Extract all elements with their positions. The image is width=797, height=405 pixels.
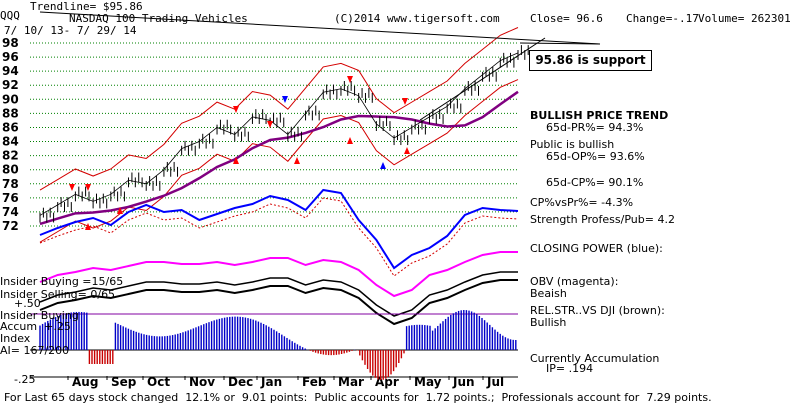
public-bullish-label: Public is bullish	[530, 138, 615, 151]
ai-value: AI= 167/200	[0, 344, 70, 357]
y-tick-label: 80	[2, 163, 19, 177]
y-tick-label: 76	[2, 191, 19, 205]
down-arrow-icon	[402, 98, 408, 105]
obv-state: Beaish	[530, 287, 567, 300]
cp-vs-pr: CP%vsPr%= -4.3%	[530, 196, 634, 209]
copyright-label: (C)2014 www.tigersoft.com	[334, 12, 500, 25]
trendline-label: Trendline= $95.86	[30, 0, 143, 13]
ip-value: IP= .194	[546, 362, 594, 375]
index-label: Index	[0, 332, 31, 345]
up-arrow-icon	[294, 157, 300, 164]
op-percent: 65d-OP%= 93.6%	[546, 150, 645, 163]
obv-price-line	[39, 271, 518, 317]
y-tick-label: 78	[2, 177, 19, 191]
y-tick-label: 92	[2, 78, 19, 92]
y-tick-label: 72	[2, 219, 19, 233]
down-arrow-icon	[85, 184, 91, 191]
trendline-support	[419, 37, 546, 121]
y-tick-label: 88	[2, 106, 19, 120]
obv-line	[39, 251, 518, 298]
up-arrow-icon	[85, 223, 91, 230]
down-arrow-icon	[282, 96, 288, 103]
footer-summary: For Last 65 days stock changed 12.1% or …	[4, 391, 712, 404]
accum-minus25: -.25	[14, 373, 36, 386]
month-label: Sep	[111, 375, 137, 389]
price-line	[39, 52, 519, 216]
relstr-line	[39, 279, 518, 326]
down-arrow-icon	[267, 121, 273, 128]
change-value: Change=-.17	[626, 12, 699, 25]
up-arrow-icon	[117, 207, 123, 214]
relstr-state: Bullish	[530, 316, 567, 329]
close-value: Close= 96.6	[530, 12, 603, 25]
month-label: Dec	[228, 375, 253, 389]
closing-power-ma	[39, 197, 519, 277]
closing-power-line	[39, 188, 519, 270]
closing-power-label: CLOSING POWER (blue):	[530, 242, 663, 255]
month-label: Aug	[72, 375, 98, 389]
symbol-label: QQQ	[0, 9, 20, 22]
moving-average-line	[39, 90, 519, 226]
relstr-label: REL.STR..VS DJI (brown):	[530, 304, 665, 317]
up-arrow-icon	[404, 147, 410, 154]
up-arrow-icon	[233, 157, 239, 164]
y-tick-label: 84	[2, 135, 19, 149]
month-label: Jul	[486, 375, 504, 389]
cp-percent: 65d-CP%= 90.1%	[546, 176, 644, 189]
month-label: Jan	[260, 375, 282, 389]
y-tick-label: 96	[2, 50, 19, 64]
obv-label: OBV (magenta):	[530, 275, 619, 288]
month-label: Nov	[189, 375, 215, 389]
y-tick-label: 98	[2, 36, 19, 50]
down-arrow-icon	[69, 184, 75, 191]
accumulation-state: Currently Accumulation	[530, 352, 660, 365]
bullish-trend-label: BULLISH PRICE TREND	[530, 109, 669, 122]
down-arrow-icon	[233, 106, 239, 113]
insider-buying-label-2: Insider Buying	[0, 309, 79, 322]
lower-band	[39, 79, 519, 243]
month-label: Feb	[302, 375, 327, 389]
month-label: Jun	[452, 375, 475, 389]
month-label: May	[414, 375, 442, 389]
date-range: 7/ 10/ 13- 7/ 29/ 14	[4, 24, 137, 37]
y-tick-label: 82	[2, 149, 19, 163]
upper-band	[39, 27, 519, 191]
support-callout: 95.86 is support	[529, 50, 652, 71]
y-tick-label: 90	[2, 92, 19, 106]
y-tick-label: 94	[2, 64, 19, 78]
volume-value: Volume= 262301	[698, 12, 791, 25]
accum-plus50: +.50	[14, 297, 41, 310]
pr-percent: 65d-PR%= 94.3%	[546, 121, 644, 134]
up-arrow-icon	[380, 162, 386, 169]
strength-ratio: Strength Profess/Pub= 4.2	[530, 213, 675, 226]
trendline-long	[39, 11, 601, 45]
up-arrow-icon	[347, 137, 353, 144]
month-label: Oct	[147, 375, 170, 389]
accum-label: Accum +.25	[0, 320, 71, 333]
insider-buying-label: Insider Buying =15/65	[0, 275, 124, 288]
y-tick-label: 74	[2, 205, 19, 219]
trendline-ext	[519, 42, 601, 45]
chart-title: NASDAQ 100 Trading Vehicles	[69, 12, 248, 25]
y-tick-label: 86	[2, 120, 19, 134]
month-label: Mar	[338, 375, 364, 389]
down-arrow-icon	[347, 76, 353, 83]
insider-selling-label: Insider Selling= 0/65	[0, 288, 116, 301]
